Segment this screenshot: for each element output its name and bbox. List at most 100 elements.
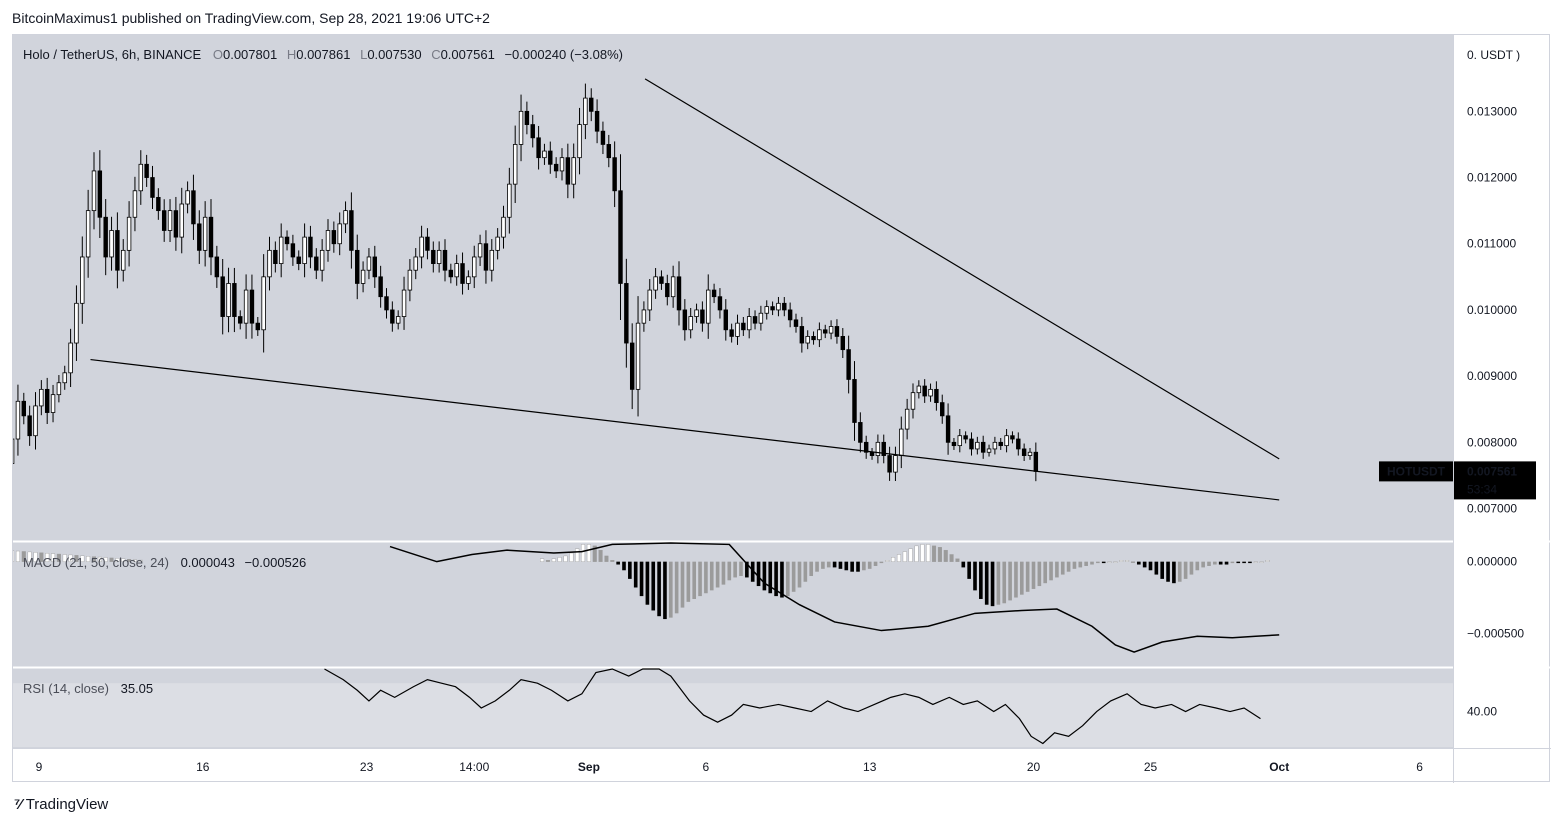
low-value: 0.007530 (367, 47, 421, 62)
trendline-support[interactable] (90, 358, 1280, 501)
macd-legend[interactable]: MACD (21, 50, close, 24) 0.000043 −0.000… (23, 555, 306, 570)
macd-histogram-bar (540, 558, 545, 562)
candle-body (419, 236, 424, 258)
chart-frame[interactable]: Holo / TetherUS, 6h, BINANCE O0.007801 H… (12, 34, 1551, 783)
candle-body (600, 130, 606, 145)
candle-body (963, 435, 968, 440)
candle-body (594, 110, 600, 132)
candle-body (466, 276, 471, 284)
macd-histogram-bar (709, 561, 714, 591)
close-label: C (431, 47, 440, 62)
candle-body (442, 249, 448, 271)
price-pane[interactable] (13, 35, 1453, 541)
price-axis[interactable]: 0.013000 0.012000 0.011000 0.010000 0.009000… (1467, 104, 1517, 515)
macd-histogram-bar (569, 552, 574, 562)
candle-body (629, 342, 635, 390)
chart-svg[interactable]: Holo / TetherUS, 6h, BINANCE O0.007801 H… (13, 35, 1551, 783)
macd-histogram-bar (721, 561, 726, 585)
candle-body (138, 163, 144, 192)
time-tick-label: 6 (1416, 760, 1423, 774)
macd-histogram-bar (138, 559, 143, 562)
candle-body (366, 256, 372, 271)
candle-body (477, 243, 483, 258)
macd-histogram-bar (780, 561, 784, 598)
macd-histogram-bar (727, 561, 732, 581)
candle-body (647, 289, 652, 311)
macd-histogram-bar (604, 555, 609, 562)
time-tick-label: 23 (360, 760, 374, 774)
macd-histogram-bar (785, 561, 790, 597)
price-tick-label: 0.012000 (1467, 171, 1517, 185)
macd-histogram-bar (1060, 561, 1065, 575)
macd-tick-label: −0.000500 (1467, 626, 1524, 640)
macd-histogram-bar (121, 558, 126, 562)
candle-body (208, 216, 214, 258)
candle-body (793, 319, 799, 327)
candle-body (741, 322, 746, 331)
macd-histogram-bar (91, 556, 97, 562)
time-tick-label: 25 (1144, 760, 1158, 774)
candle-body (858, 422, 863, 443)
trendline-resistance[interactable] (644, 78, 1280, 460)
macd-histogram-bar (127, 559, 132, 562)
macd-histogram-bar (1236, 561, 1241, 564)
candle-body (922, 385, 927, 397)
time-tick-label: Sep (578, 760, 600, 774)
macd-histogram-bar (15, 550, 20, 562)
candle-body (314, 256, 319, 271)
candle-body (916, 385, 922, 394)
candle-body (951, 441, 957, 447)
macd-histogram-bar (891, 557, 896, 562)
candle-body (904, 408, 910, 430)
candle-body (758, 312, 764, 324)
open-value: 0.007801 (223, 47, 277, 62)
candle-body (524, 110, 530, 125)
time-axis[interactable]: 9 16 23 14:00 Sep 6 13 20 25 Oct 6 (36, 760, 1424, 774)
candle-body (331, 230, 337, 245)
candle-body (893, 455, 898, 473)
macd-histogram-bar (1125, 560, 1130, 562)
rsi-axis[interactable]: 40.00 (1467, 705, 1497, 719)
price-tick-label: 0.009000 (1467, 369, 1517, 383)
rsi-value: 35.05 (121, 681, 154, 696)
tradingview-logo-icon: ⁷⁄ (14, 796, 22, 813)
macd-histogram-bar (879, 561, 884, 564)
macd-histogram-bar (850, 561, 854, 572)
candle-body (518, 110, 524, 145)
candle-body (202, 216, 208, 251)
candle-body (238, 316, 243, 324)
change-value: −0.000240 (−3.08%) (504, 47, 623, 62)
macd-histogram-bar (1201, 561, 1205, 568)
candle-body (21, 400, 27, 417)
candle-body (665, 283, 670, 298)
rsi-legend[interactable]: RSI (14, close) 35.05 (23, 681, 153, 696)
macd-histogram-bar (1084, 561, 1088, 566)
candle-body (226, 283, 231, 317)
macd-histogram-bar (592, 545, 597, 562)
candle-body (852, 379, 857, 423)
macd-histogram-bar (1242, 561, 1246, 564)
candle-body (372, 256, 378, 278)
candle-body (846, 349, 851, 380)
candle-body (278, 236, 284, 264)
macd-pane[interactable] (13, 542, 1453, 667)
candle-body (559, 157, 565, 172)
macd-histogram-bar (115, 558, 120, 562)
symbol-legend[interactable]: Holo / TetherUS, 6h, BINANCE O0.007801 H… (23, 47, 623, 62)
candle-body (185, 190, 190, 205)
tradingview-footer[interactable]: ⁷⁄ TradingView (14, 796, 108, 813)
macd-axis[interactable]: 0.000000 −0.000500 (1467, 555, 1524, 641)
macd-histogram-bar (56, 553, 61, 562)
macd-histogram-bar (1078, 561, 1083, 568)
candle-body (27, 415, 32, 437)
macd-histogram-bar (1213, 561, 1217, 565)
macd-histogram-bar (1183, 561, 1188, 579)
macd-histogram-bar (768, 561, 773, 594)
macd-histogram-bar (27, 551, 32, 562)
macd-histogram-bar (715, 561, 720, 588)
candle-body (706, 289, 711, 324)
time-tick-label: Oct (1269, 760, 1289, 774)
candle-body (109, 230, 114, 258)
candle-body (770, 306, 775, 311)
candle-body (688, 316, 693, 331)
